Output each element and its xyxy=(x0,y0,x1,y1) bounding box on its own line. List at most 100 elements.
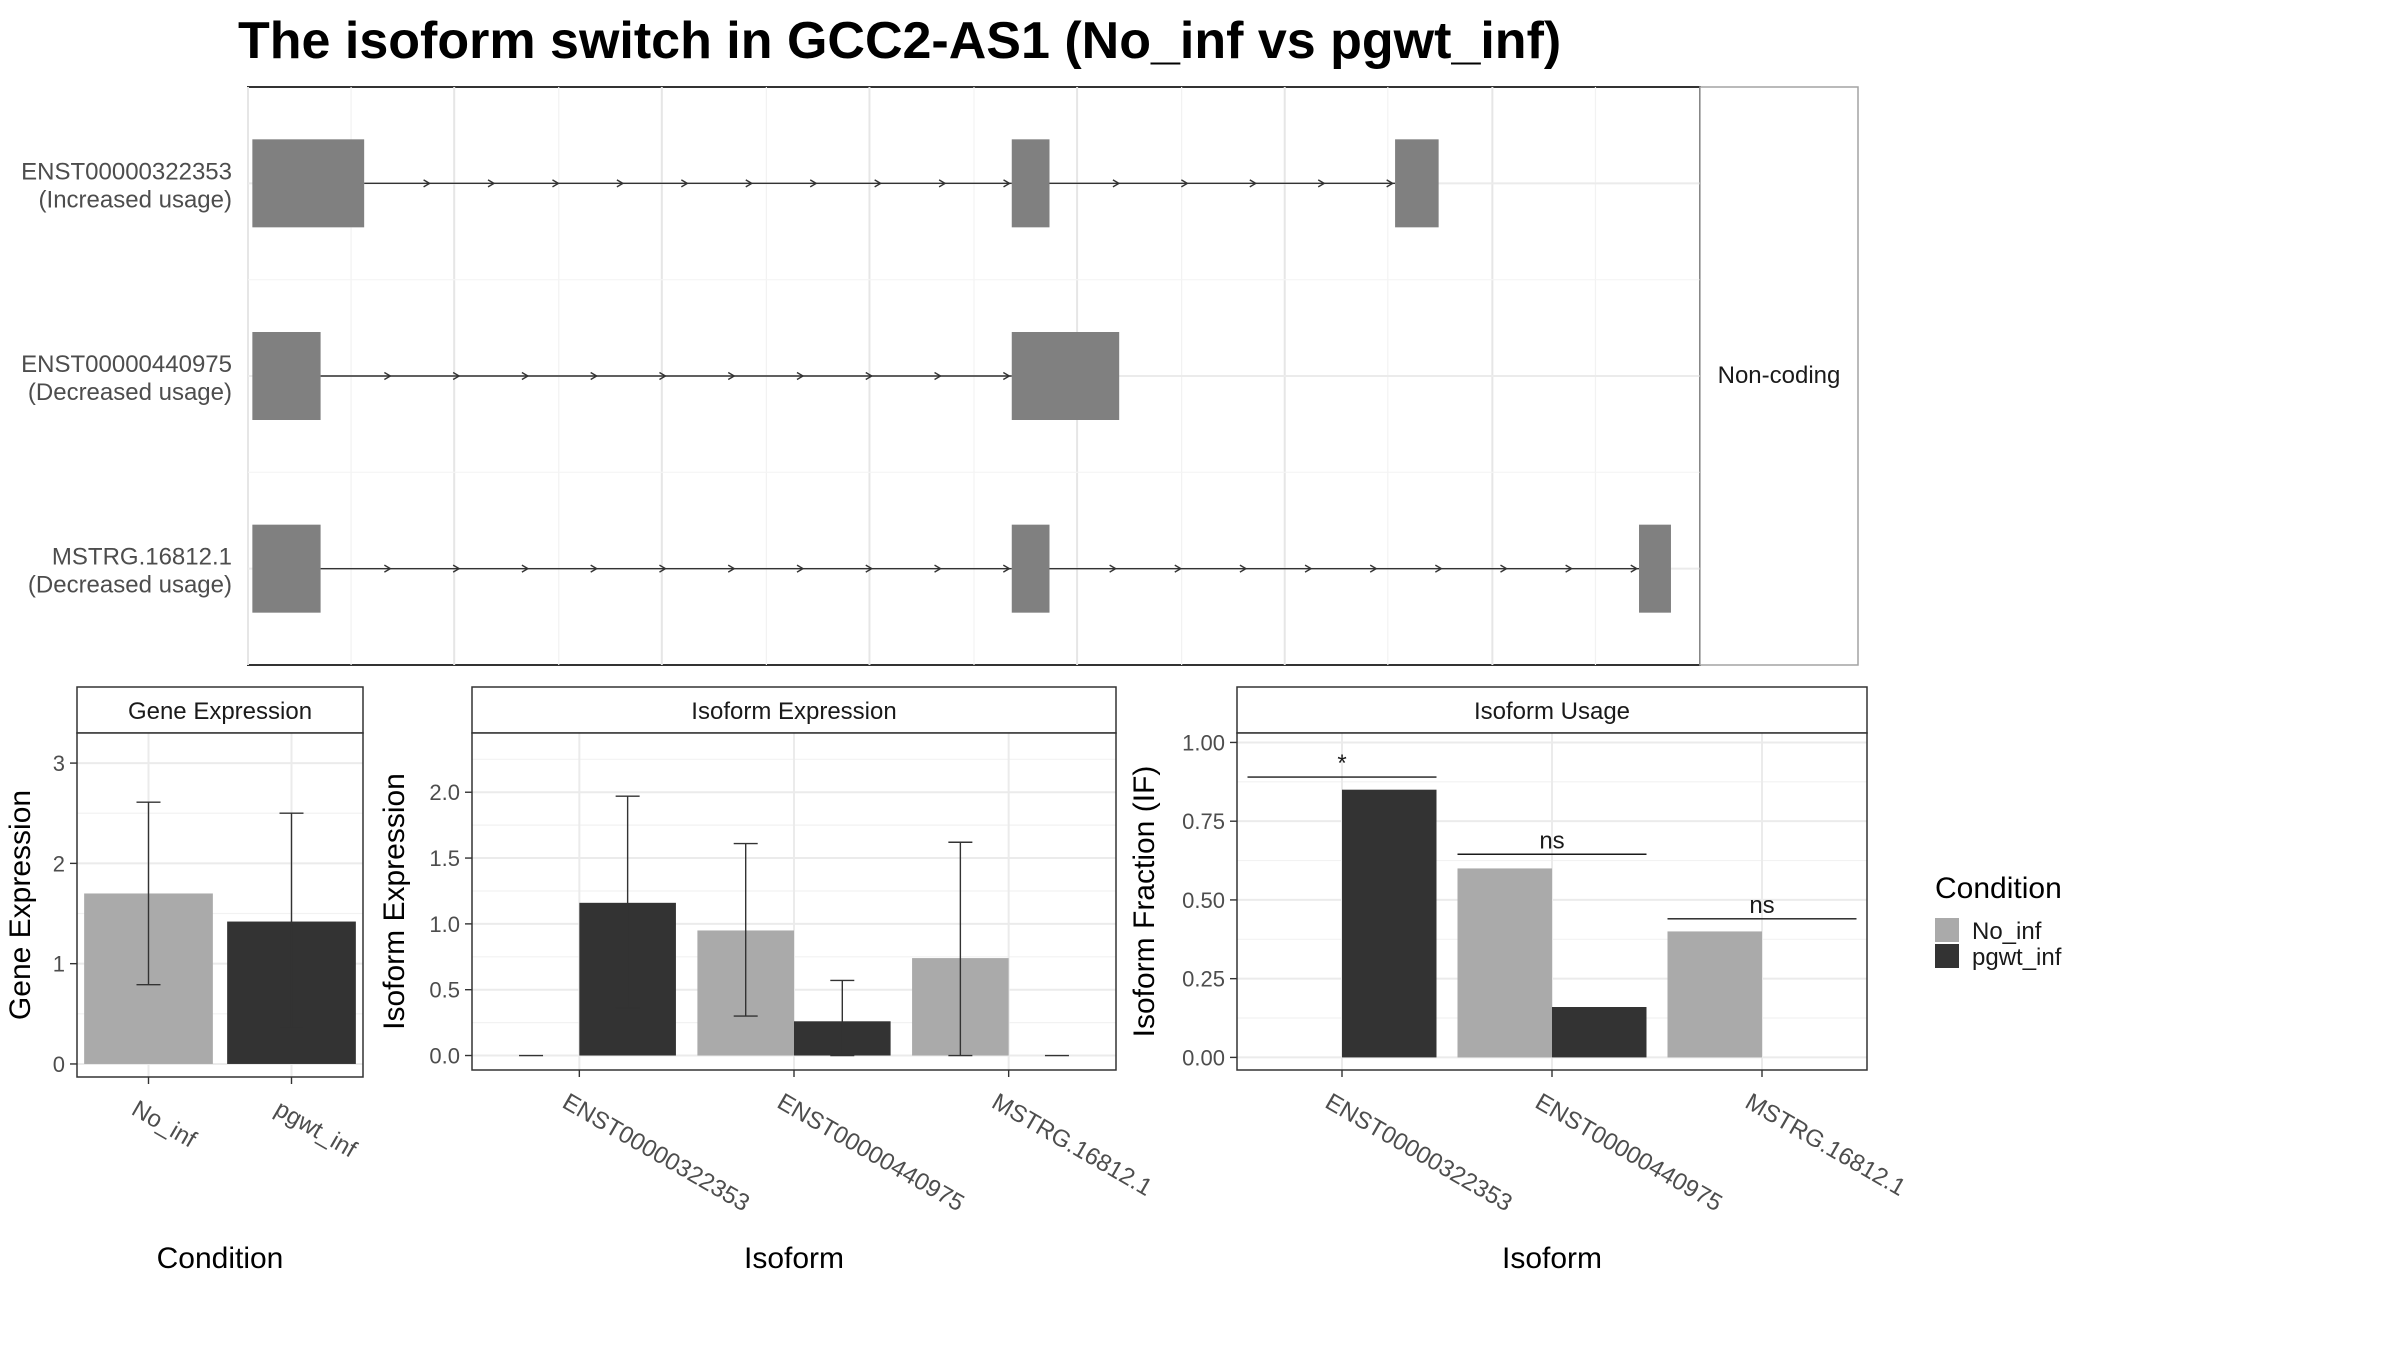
bar-enst00000440975-pgwt-inf xyxy=(1552,1007,1647,1058)
y-tick-label: 0.00 xyxy=(1182,1045,1225,1070)
transcript-status-enst00000440975: (Decreased usage) xyxy=(28,379,232,406)
legend-label-no-inf: No_inf xyxy=(1972,918,2042,945)
intron-arrow-mstrg-16812-1 xyxy=(1434,564,1443,573)
intron-arrow-mstrg-16812-1 xyxy=(1369,564,1378,573)
bar-enst00000322353-pgwt-inf xyxy=(1342,789,1437,1058)
isoform-usage-panel: Isoform Usage * ns ns 0.00 0.25 0.50 0.75 1.00 EN… xyxy=(1128,686,1910,1275)
y-tick-label: 2.0 xyxy=(429,780,460,805)
exon-mstrg-16812-1 xyxy=(1011,524,1050,613)
y-axis-title: Isoform Fraction (IF) xyxy=(1128,766,1161,1038)
y-tick-label: 2 xyxy=(53,851,65,876)
significance-label: ns xyxy=(1749,892,1774,919)
intron-arrow-mstrg-16812-1 xyxy=(934,564,942,573)
intron-arrow-mstrg-16812-1 xyxy=(865,564,874,573)
intron-arrow-enst00000322353 xyxy=(1181,179,1189,188)
intron-arrow-enst00000322353 xyxy=(1112,179,1121,188)
intron-arrow-enst00000440975 xyxy=(865,371,874,381)
intron-arrow-mstrg-16812-1 xyxy=(590,564,599,573)
intron-arrow-enst00000322353 xyxy=(1317,179,1326,188)
y-tick-label: 0.50 xyxy=(1182,888,1225,913)
x-tick-label-mstrg-16812-1: MSTRG.16812.1 xyxy=(1741,1088,1910,1201)
intron-arrow-enst00000440975 xyxy=(1002,371,1011,381)
intron-arrow-enst00000322353 xyxy=(552,179,560,188)
intron-arrow-enst00000322353 xyxy=(423,179,431,188)
exon-mstrg-16812-1 xyxy=(252,524,321,613)
transcript-id-enst00000440975: ENST00000440975 xyxy=(21,351,232,378)
y-tick-label: 1.00 xyxy=(1182,730,1225,755)
intron-arrow-enst00000440975 xyxy=(590,371,599,381)
x-tick-label-pgwt-inf: pgwt_inf xyxy=(270,1095,361,1163)
y-tick-label: 0.0 xyxy=(429,1044,460,1069)
exon-enst00000322353 xyxy=(252,139,365,228)
intron-arrow-enst00000322353 xyxy=(745,179,754,188)
bar-mstrg-16812-1-no-inf xyxy=(1667,931,1762,1058)
intron-arrow-enst00000440975 xyxy=(384,371,392,381)
intron-arrow-mstrg-16812-1 xyxy=(1500,564,1508,573)
legend-key-pgwt-inf xyxy=(1935,944,1959,968)
intron-arrow-enst00000440975 xyxy=(934,371,942,381)
intron-arrow-enst00000440975 xyxy=(796,371,805,381)
panel-border xyxy=(76,732,364,1078)
intron-arrow-enst00000322353 xyxy=(680,179,689,188)
intron-arrow-enst00000322353 xyxy=(809,179,818,188)
intron-arrow-mstrg-16812-1 xyxy=(796,564,805,573)
transcript-id-mstrg-16812-1: MSTRG.16812.1 xyxy=(52,544,232,571)
significance-label: * xyxy=(1337,750,1346,777)
intron-arrow-enst00000322353 xyxy=(938,179,947,188)
intron-arrow-enst00000322353 xyxy=(1386,179,1395,188)
x-tick-label-enst00000440975: ENST00000440975 xyxy=(773,1088,969,1217)
strip-label-gene-expression: Gene Expression xyxy=(128,698,312,725)
intron-arrow-mstrg-16812-1 xyxy=(1239,564,1248,573)
intron-arrow-enst00000322353 xyxy=(616,179,625,188)
intron-arrow-mstrg-16812-1 xyxy=(1174,564,1183,573)
transcript-status-mstrg-16812-1: (Decreased usage) xyxy=(28,572,232,599)
x-tick-label-enst00000322353: ENST00000322353 xyxy=(1321,1088,1517,1217)
exon-enst00000322353 xyxy=(1011,139,1050,228)
x-tick-label-enst00000440975: ENST00000440975 xyxy=(1531,1088,1727,1217)
intron-arrow-enst00000440975 xyxy=(727,371,736,381)
intron-arrow-enst00000322353 xyxy=(487,179,496,188)
y-tick-label: 1 xyxy=(53,952,65,977)
intron-arrow-mstrg-16812-1 xyxy=(1565,564,1574,573)
intron-arrow-enst00000440975 xyxy=(659,371,667,381)
transcript-status-enst00000322353: (Increased usage) xyxy=(39,186,232,213)
intron-arrow-mstrg-16812-1 xyxy=(1304,564,1313,573)
x-axis-title: Isoform xyxy=(1502,1242,1602,1275)
y-tick-label: 0.75 xyxy=(1182,809,1225,834)
exon-enst00000440975 xyxy=(1011,332,1120,420)
strip-label-isoform-expression: Isoform Expression xyxy=(691,698,896,725)
structure-labels: ENST00000322353(Increased usage) ENST0000… xyxy=(21,158,232,598)
y-tick-label: 1.5 xyxy=(429,846,460,871)
intron-arrow-mstrg-16812-1 xyxy=(1002,564,1011,573)
y-tick-label: 3 xyxy=(53,751,65,776)
structure-panel: ENST00000322353(Increased usage) ENST0000… xyxy=(21,86,1859,666)
legend-title: Condition xyxy=(1935,872,2062,905)
intron-arrow-enst00000440975 xyxy=(521,371,530,381)
strip-gene-expression xyxy=(76,686,364,734)
strip-label-isoform-usage: Isoform Usage xyxy=(1474,698,1630,725)
strip-isoform-usage xyxy=(1236,686,1868,734)
structure-side-strip-label: Non-coding xyxy=(1718,362,1841,389)
y-tick-label: 0.25 xyxy=(1182,967,1225,992)
legend: Condition No_inf pgwt_inf xyxy=(1935,872,2062,971)
x-tick-label-mstrg-16812-1: MSTRG.16812.1 xyxy=(987,1088,1156,1201)
x-axis-title: Condition xyxy=(157,1242,284,1275)
structure-side-strip xyxy=(1699,86,1859,666)
x-tick-label-no-inf: No_inf xyxy=(127,1095,201,1153)
y-tick-label: 1.0 xyxy=(429,912,460,937)
intron-arrow-enst00000322353 xyxy=(874,179,883,188)
intron-arrow-enst00000322353 xyxy=(1003,179,1011,188)
intron-arrow-mstrg-16812-1 xyxy=(659,564,667,573)
exon-enst00000440975 xyxy=(252,332,321,420)
chart-title: The isoform switch in GCC2-AS1 (No_inf v… xyxy=(238,12,1561,70)
legend-key-no-inf xyxy=(1935,918,1959,942)
intron-arrow-mstrg-16812-1 xyxy=(727,564,736,573)
intron-arrow-enst00000322353 xyxy=(1249,179,1258,188)
exon-enst00000322353 xyxy=(1395,139,1439,228)
y-axis-title: Isoform Expression xyxy=(378,773,411,1030)
gene-expression-panel: Gene Expression 0 1 2 3 No_inf pgwt_inf Conditi… xyxy=(4,686,364,1275)
isoform-expression-panel: Isoform Expression 0.0 0.5 1.0 1.5 2.0 ENST000… xyxy=(378,686,1157,1275)
intron-arrow-mstrg-16812-1 xyxy=(384,564,392,573)
bar-enst00000440975-no-inf xyxy=(1457,868,1552,1058)
